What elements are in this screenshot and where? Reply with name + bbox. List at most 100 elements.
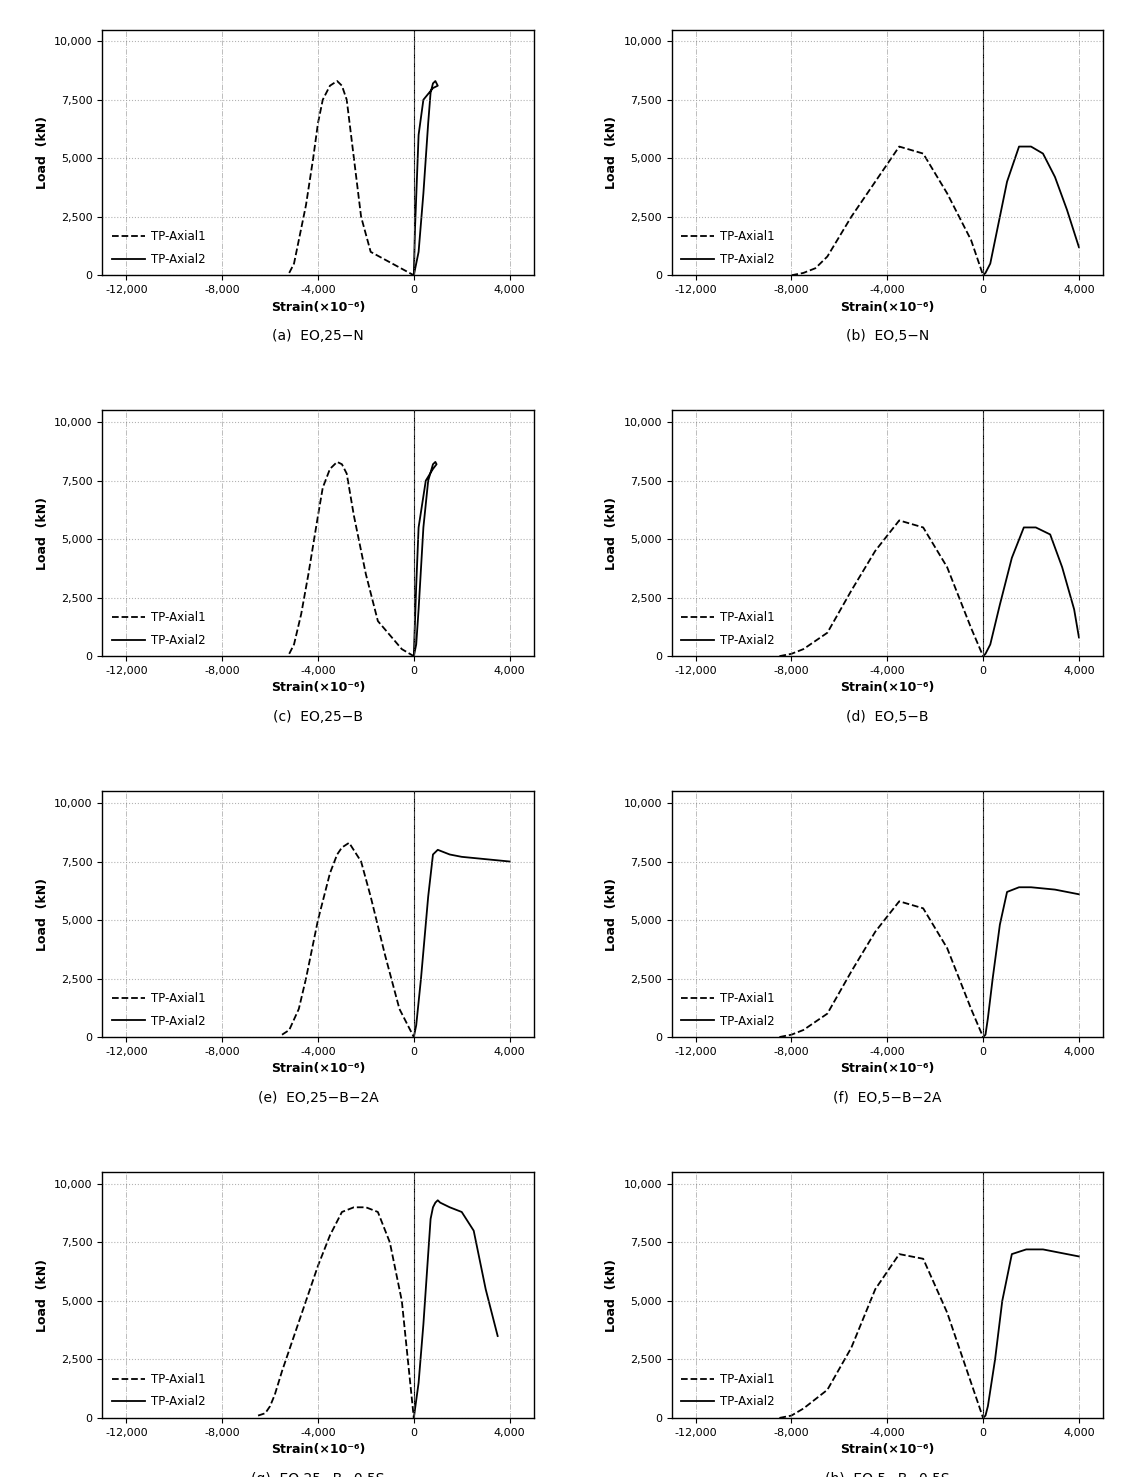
TP-Axial1: [797, 1021, 811, 1038]
TP-Axial1: [845, 208, 858, 226]
TP-Axial1: [383, 1233, 397, 1251]
TP-Axial2: [414, 970, 428, 988]
TP-Axial1: [395, 640, 408, 657]
Y-axis label: Load  (kN): Load (kN): [35, 1258, 49, 1332]
TP-Axial1: [845, 582, 858, 600]
Line: TP-Axial2: TP-Axial2: [414, 849, 509, 1037]
Line: TP-Axial1: TP-Axial1: [780, 901, 984, 1037]
TP-Axial1: [407, 266, 421, 284]
TP-Axial1: [299, 196, 313, 214]
TP-Axial1: [335, 839, 349, 857]
TP-Axial1: [258, 1405, 272, 1422]
TP-Axial2: [1024, 137, 1038, 155]
TP-Axial2: [422, 1245, 435, 1263]
X-axis label: Strain(×10⁻⁶): Strain(×10⁻⁶): [840, 1443, 935, 1456]
TP-Axial1: [964, 1000, 978, 1018]
TP-Axial2: [416, 518, 430, 536]
TP-Axial2: [412, 244, 425, 261]
TP-Axial1: [275, 1362, 289, 1380]
TP-Axial2: [430, 455, 443, 473]
TP-Axial2: [1060, 1245, 1073, 1263]
Legend: TP-Axial1, TP-Axial2: TP-Axial1, TP-Axial2: [678, 988, 778, 1031]
TP-Axial1: [395, 1292, 408, 1310]
TP-Axial2: [407, 266, 421, 284]
TP-Axial2: [1005, 549, 1019, 567]
TP-Axial1: [916, 1250, 930, 1267]
TP-Axial1: [371, 1204, 384, 1221]
TP-Axial2: [1012, 137, 1026, 155]
Y-axis label: Load  (kN): Load (kN): [35, 115, 49, 189]
TP-Axial2: [1048, 168, 1062, 186]
TP-Axial1: [364, 888, 377, 905]
TP-Axial2: [977, 266, 990, 284]
TP-Axial2: [412, 518, 425, 536]
TP-Axial2: [990, 220, 1004, 238]
TP-Axial2: [443, 1198, 457, 1216]
TP-Axial1: [294, 606, 308, 623]
X-axis label: Strain(×10⁻⁶): Strain(×10⁻⁶): [840, 681, 935, 694]
TP-Axial2: [979, 264, 993, 282]
TP-Axial2: [426, 459, 440, 477]
TP-Axial1: [869, 923, 882, 941]
TP-Axial2: [1068, 601, 1081, 619]
TP-Axial2: [979, 645, 993, 663]
TP-Axial1: [359, 566, 373, 583]
TP-Axial1: [893, 1245, 906, 1263]
TP-Axial2: [409, 578, 423, 595]
TP-Axial2: [429, 453, 442, 471]
TP-Axial1: [916, 518, 930, 536]
TP-Axial1: [301, 566, 315, 583]
Line: TP-Axial2: TP-Axial2: [984, 1250, 1079, 1418]
TP-Axial2: [422, 888, 435, 905]
TP-Axial2: [979, 1027, 993, 1044]
TP-Axial1: [323, 459, 337, 477]
TP-Axial2: [1072, 629, 1086, 647]
TP-Axial1: [821, 1381, 835, 1399]
TP-Axial1: [977, 1028, 990, 1046]
Text: (b)  EO,5−N: (b) EO,5−N: [846, 329, 929, 343]
TP-Axial1: [893, 137, 906, 155]
TP-Axial2: [408, 220, 422, 238]
Legend: TP-Axial1, TP-Axial2: TP-Axial1, TP-Axial2: [678, 227, 778, 269]
TP-Axial1: [773, 1409, 787, 1427]
TP-Axial1: [282, 1021, 296, 1038]
TP-Axial2: [433, 1193, 447, 1211]
TP-Axial1: [773, 1028, 787, 1046]
TP-Axial1: [355, 852, 368, 870]
X-axis label: Strain(×10⁻⁶): Strain(×10⁻⁶): [840, 1062, 935, 1075]
Line: TP-Axial2: TP-Axial2: [984, 888, 1079, 1037]
X-axis label: Strain(×10⁻⁶): Strain(×10⁻⁶): [271, 681, 365, 694]
Line: TP-Axial1: TP-Axial1: [289, 81, 414, 275]
TP-Axial1: [306, 149, 319, 167]
Line: TP-Axial2: TP-Axial2: [414, 462, 437, 656]
TP-Axial1: [893, 892, 906, 910]
Legend: TP-Axial1, TP-Axial2: TP-Axial1, TP-Axial2: [108, 988, 209, 1031]
TP-Axial1: [282, 264, 296, 282]
TP-Axial2: [426, 80, 440, 97]
TP-Axial1: [335, 1204, 349, 1221]
TP-Axial2: [1001, 883, 1014, 901]
TP-Axial2: [1005, 1245, 1019, 1263]
TP-Axial1: [312, 114, 325, 131]
TP-Axial2: [407, 266, 421, 284]
TP-Axial2: [479, 851, 492, 868]
TP-Axial2: [416, 185, 430, 202]
Text: (f)  EO,5−B−2A: (f) EO,5−B−2A: [833, 1092, 941, 1105]
TP-Axial1: [773, 647, 787, 665]
Text: (a)  EO,25−N: (a) EO,25−N: [272, 329, 364, 343]
TP-Axial2: [479, 1281, 492, 1298]
TP-Axial2: [995, 1292, 1009, 1310]
TP-Axial1: [392, 1000, 406, 1018]
TP-Axial2: [418, 471, 432, 489]
TP-Axial2: [981, 1009, 995, 1027]
TP-Axial2: [981, 1397, 995, 1415]
TP-Axial1: [335, 77, 349, 95]
TP-Axial2: [412, 601, 425, 619]
TP-Axial2: [1020, 1241, 1034, 1258]
TP-Axial2: [977, 1028, 990, 1046]
TP-Axial2: [1029, 518, 1043, 536]
TP-Axial1: [407, 1028, 421, 1046]
TP-Axial2: [1072, 885, 1086, 902]
TP-Axial2: [1016, 518, 1030, 536]
TP-Axial1: [964, 619, 978, 637]
